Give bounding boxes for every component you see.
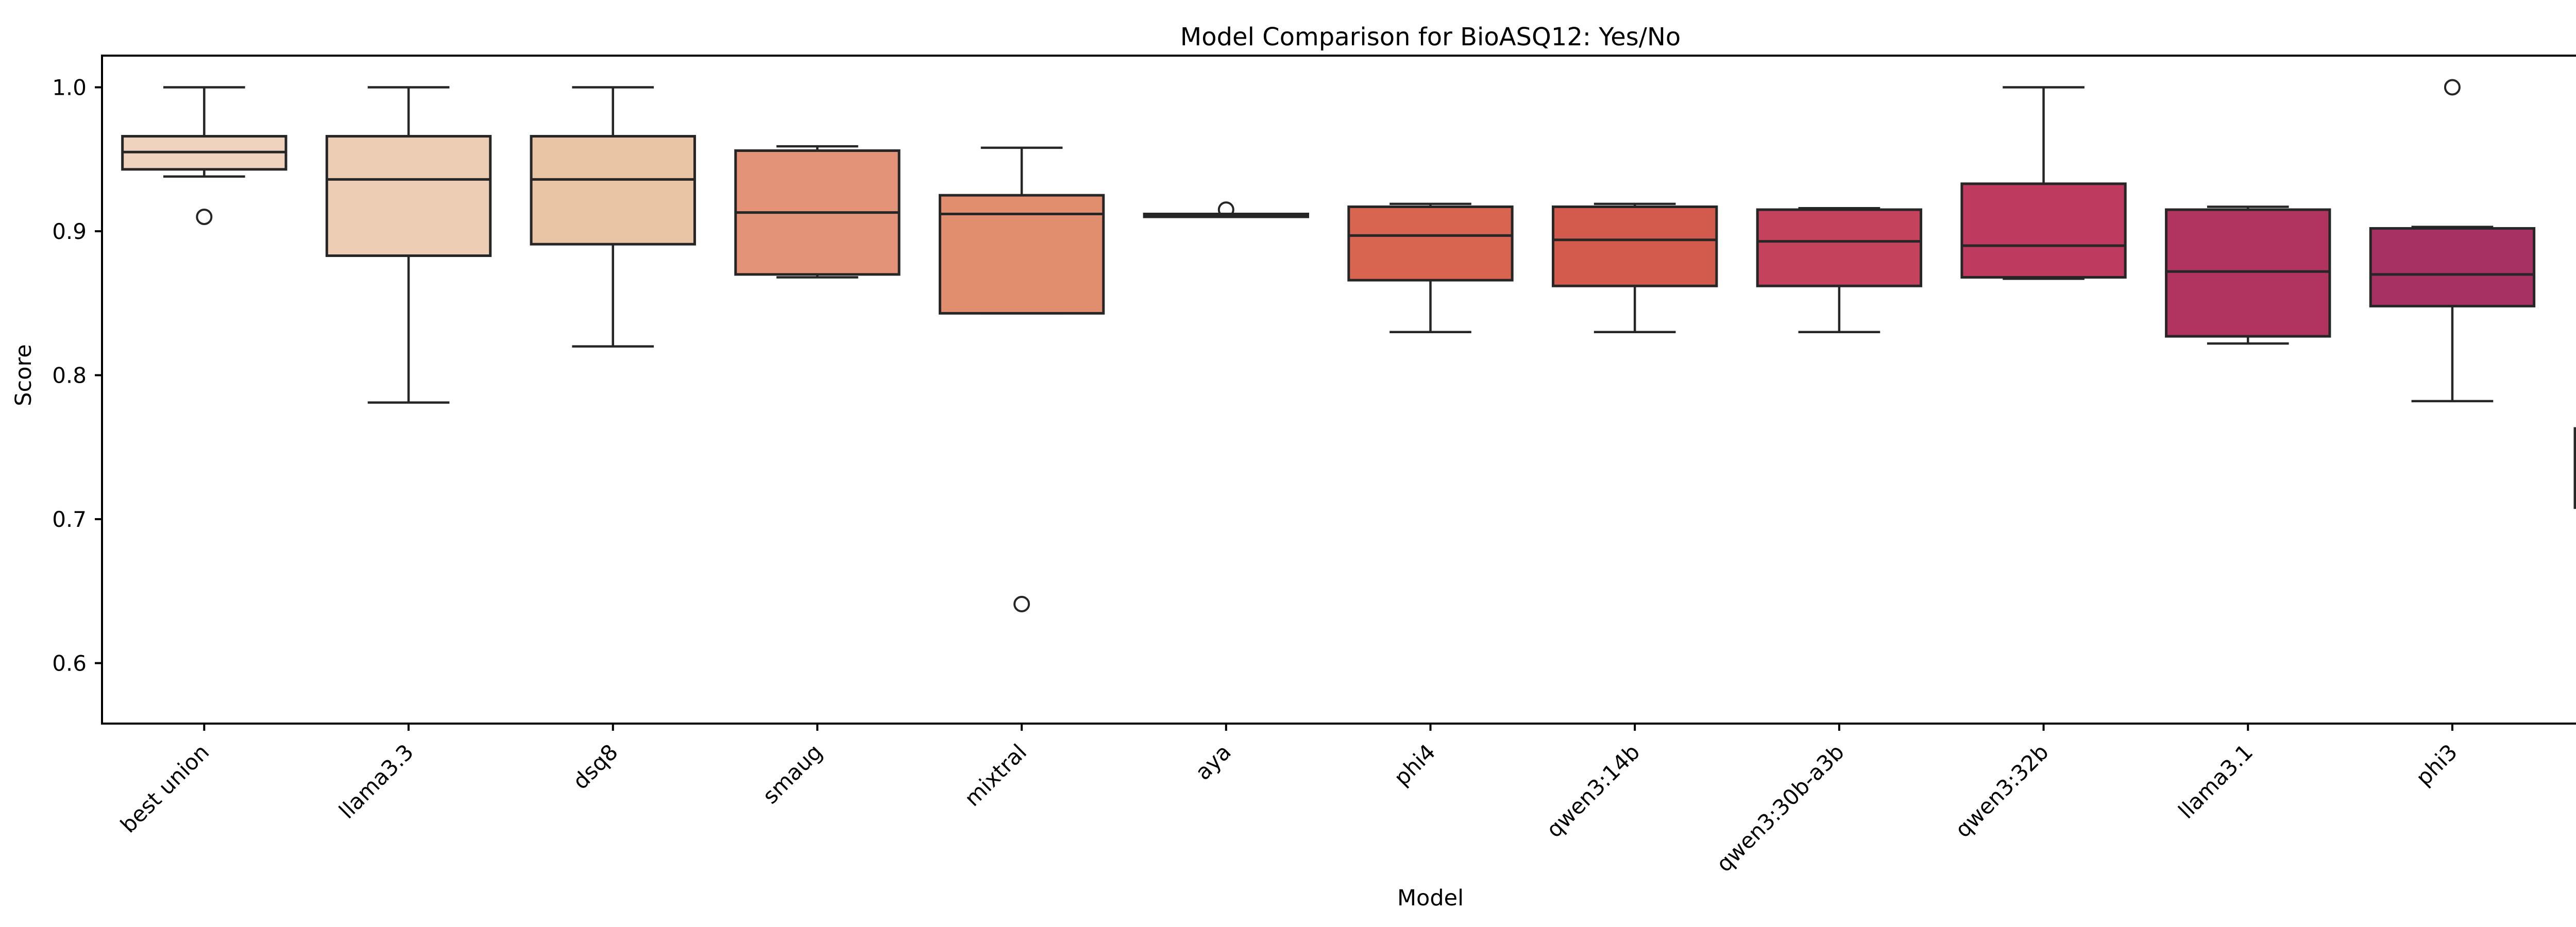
x-axis-tick-label-qwen3-14b: qwen3:14b — [1541, 739, 1645, 842]
x-axis-tick-label-smaug: smaug — [758, 739, 827, 809]
box-dsq8 — [530, 135, 696, 246]
box-reflection — [2573, 427, 2576, 509]
axes-spines — [101, 55, 2576, 725]
box-group-mixtral — [938, 146, 1105, 612]
y-axis-tick-label: 0.8 — [52, 363, 87, 388]
x-axis-tick-label-aya: aya — [1190, 739, 1236, 785]
box-group-qwen3-32b — [1960, 86, 2127, 280]
box-group-llama3-1 — [2165, 205, 2331, 345]
y-axis-tick-label: 0.6 — [52, 651, 87, 676]
x-axis-tick-label-phi3: phi3 — [2411, 739, 2462, 790]
box-group-smaug — [734, 145, 901, 279]
chart-title: Model Comparison for BioASQ12: Yes/No — [1180, 23, 1681, 52]
box-qwen3-32b — [1960, 182, 2127, 279]
outlier-marker-mixtral — [1013, 595, 1030, 612]
box-qwen3-30b-a3b — [1756, 208, 1923, 287]
x-axis-tick-label-llama3-1: llama3.1 — [2174, 739, 2258, 823]
y-axis-tick-label: 0.7 — [52, 507, 87, 532]
box-group-qwen3-30b-a3b — [1756, 207, 1923, 333]
y-axis-label: Score — [11, 344, 37, 406]
outlier-marker-aya — [1217, 201, 1234, 218]
box-group-qwen3-14b — [1552, 202, 1718, 333]
x-axis-tick-label-mixtral: mixtral — [959, 739, 1031, 811]
box-group-dsq8 — [530, 86, 696, 348]
y-axis-tick-label: 0.9 — [52, 219, 87, 244]
box-phi3 — [2369, 227, 2536, 307]
box-group-aya — [1143, 201, 1309, 218]
x-axis-tick-label-best-union: best union — [115, 739, 214, 837]
x-axis-tick-label-phi4: phi4 — [1389, 739, 1440, 790]
box-llama3-3 — [325, 135, 492, 258]
box-group-best-union — [121, 86, 287, 226]
y-axis-tick-label: 1.0 — [52, 75, 87, 100]
box-qwen3-14b — [1552, 205, 1718, 287]
outlier-marker-best-union — [196, 209, 213, 226]
x-axis-label: Model — [1397, 885, 1464, 911]
box-group-phi3 — [2369, 79, 2536, 403]
x-axis-tick-label-qwen3-32b: qwen3:32b — [1950, 739, 2053, 842]
x-axis-tick-label-dsq8: dsq8 — [568, 739, 623, 794]
box-phi4 — [1347, 205, 1514, 282]
box-group-llama3-3 — [325, 86, 492, 404]
x-axis-tick-label-llama3-3: llama3.3 — [334, 739, 418, 823]
box-group-reflection — [2573, 427, 2576, 509]
box-group-phi4 — [1347, 202, 1514, 333]
outlier-marker-phi3 — [2444, 79, 2461, 96]
x-axis-tick-label-qwen3-30b-a3b: qwen3:30b-a3b — [1711, 739, 1849, 877]
box-llama3-1 — [2165, 208, 2331, 338]
plot-area — [102, 56, 2576, 724]
